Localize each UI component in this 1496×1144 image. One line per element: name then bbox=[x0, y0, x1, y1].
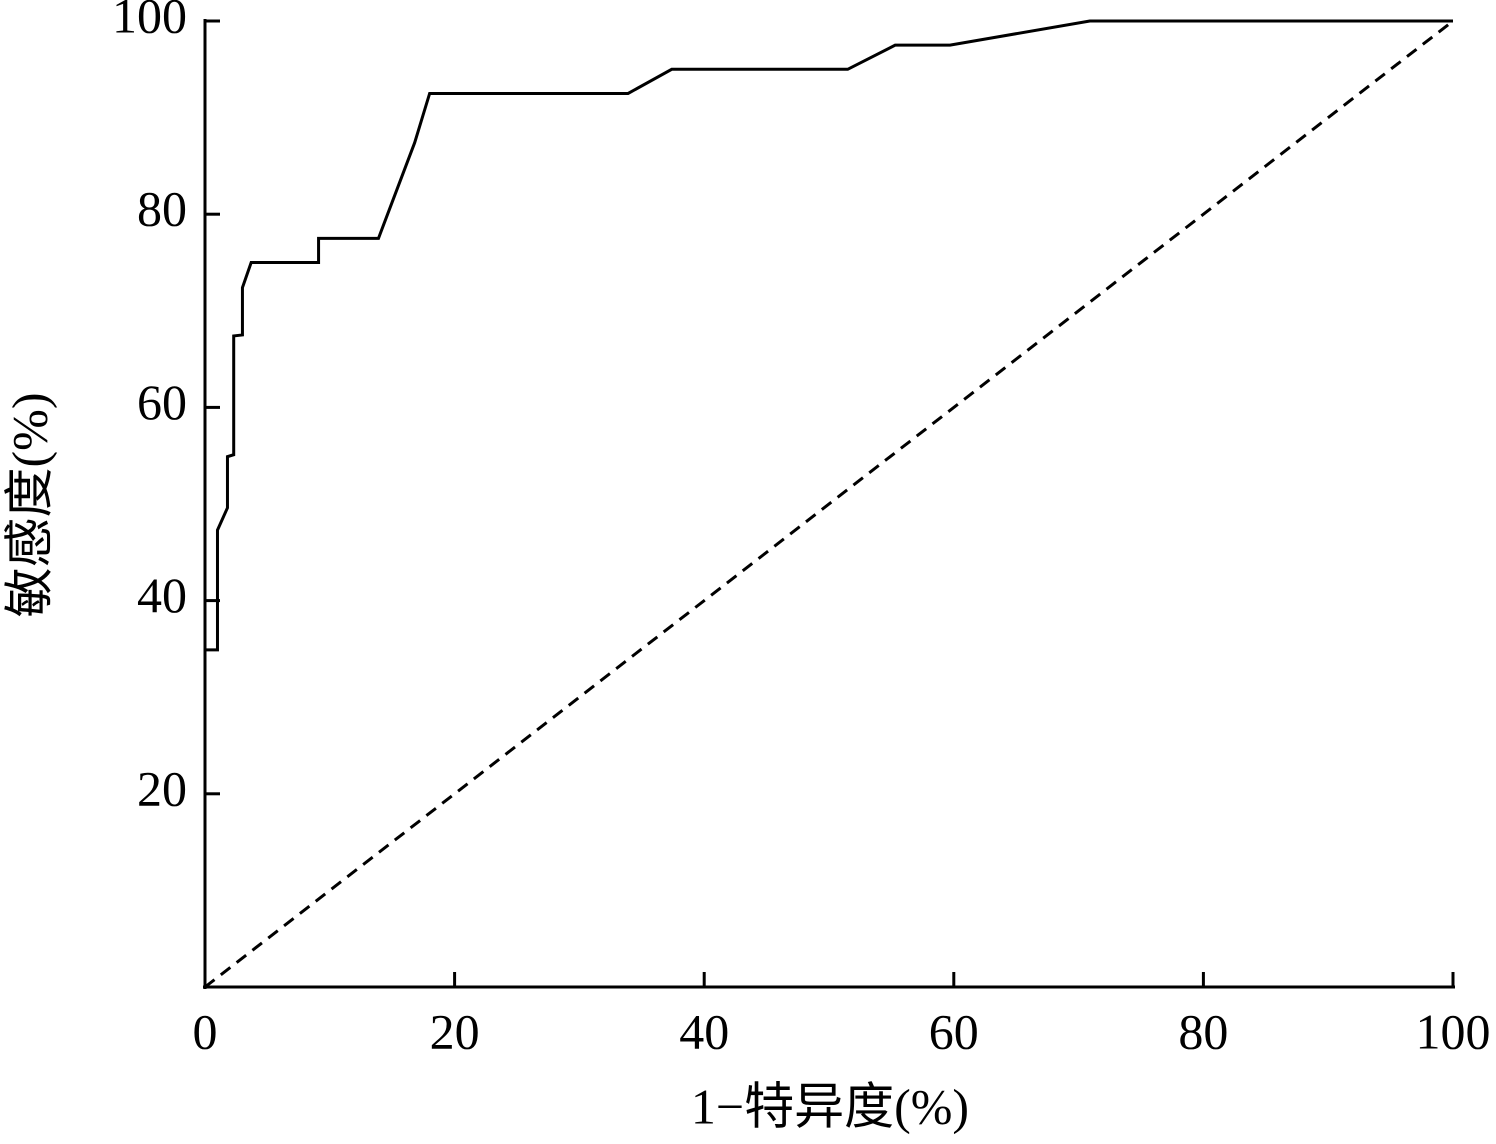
y-tick-label: 40 bbox=[137, 567, 187, 623]
y-axis-label: 敏感度(%) bbox=[1, 393, 57, 618]
x-tick-label: 0 bbox=[193, 1003, 218, 1059]
x-axis-label: 1−特异度(%) bbox=[691, 1078, 969, 1134]
x-tick-label: 100 bbox=[1416, 1003, 1491, 1059]
y-tick-label: 80 bbox=[137, 181, 187, 237]
y-tick-label: 60 bbox=[137, 374, 187, 430]
line-series bbox=[205, 19, 1453, 652]
y-tick-label: 100 bbox=[112, 0, 187, 43]
x-tick-label: 20 bbox=[430, 1003, 480, 1059]
x-tick-label: 40 bbox=[679, 1003, 729, 1059]
x-tick-label: 60 bbox=[929, 1003, 979, 1059]
line-series bbox=[204, 19, 1454, 989]
y-tick-label: 20 bbox=[137, 760, 187, 816]
x-tick-label: 80 bbox=[1178, 1003, 1228, 1059]
